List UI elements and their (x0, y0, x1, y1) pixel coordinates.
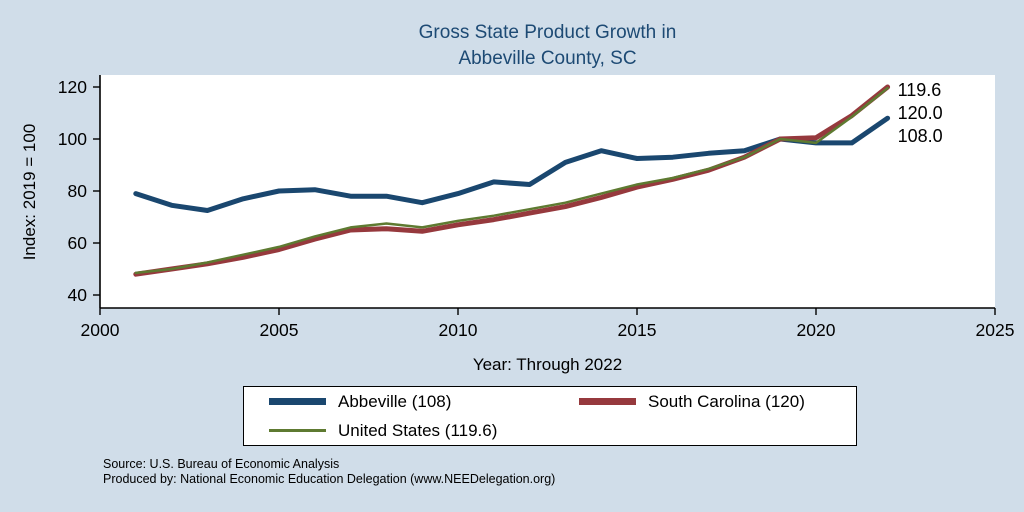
footnotes: Source: U.S. Bureau of Economic Analysis… (103, 457, 555, 487)
series-line-united-states (134, 86, 889, 275)
legend-label-abbeville: Abbeville (108) (338, 391, 452, 411)
legend-label-south-carolina: South Carolina (120) (648, 391, 805, 411)
chart-title-line2: Abbeville County, SC (458, 47, 637, 69)
x-tick-label: 2015 (618, 320, 657, 340)
x-tick-label: 2010 (439, 320, 478, 340)
series-line-abbeville (133, 115, 891, 213)
chart-title-line1: Gross State Product Growth in (418, 22, 677, 43)
footnote-produced-by: Produced by: National Economic Education… (103, 471, 556, 486)
legend-item-abbeville: Abbeville (108) (244, 392, 554, 412)
legend-swatch-south-carolina (579, 398, 636, 405)
x-tick-label: 2025 (976, 320, 1015, 340)
legend-swatch-united-states (269, 429, 326, 432)
x-axis-title: Year: Through 2022 (472, 355, 623, 374)
end-value-label: 108.0 (898, 126, 943, 146)
y-tick-label: 120 (58, 77, 87, 97)
y-tick-label: 100 (58, 129, 87, 149)
x-tick-label: 2020 (797, 320, 836, 340)
y-tick-label: 80 (68, 181, 88, 201)
footnote-source: Source: U.S. Bureau of Economic Analysis (103, 457, 340, 471)
chart-title: Gross State Product Growth in Abbeville … (100, 20, 995, 71)
plot-background (100, 75, 995, 308)
x-tick-label: 2000 (81, 320, 120, 340)
legend-item-united-states: United States (119.6) (244, 421, 554, 441)
y-tick-label: 60 (68, 233, 88, 253)
legend-item-south-carolina: South Carolina (120) (554, 392, 856, 412)
y-tick-label: 40 (68, 285, 88, 305)
x-tick-label: 2005 (260, 320, 299, 340)
legend-label-united-states: United States (119.6) (338, 420, 498, 440)
legend: Abbeville (108) South Carolina (120) Unite… (243, 386, 857, 446)
end-value-label: 120.0 (898, 103, 943, 123)
end-value-label: 119.6 (898, 80, 942, 100)
legend-swatch-abbeville (269, 398, 326, 405)
